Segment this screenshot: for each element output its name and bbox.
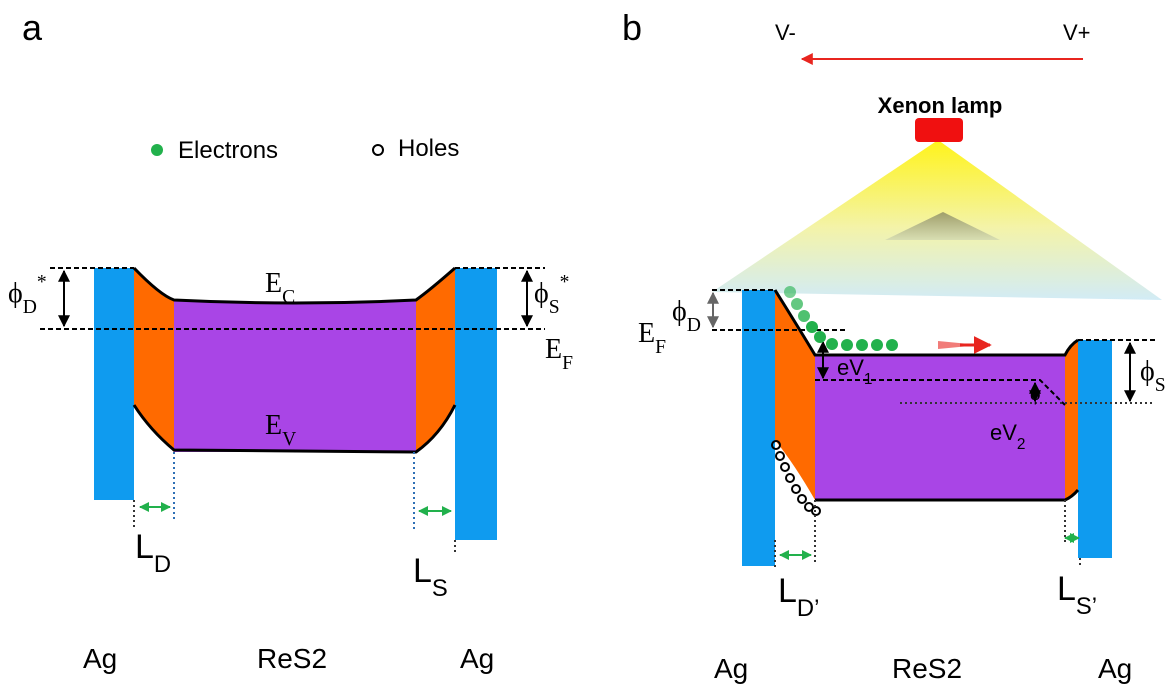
text-part: V xyxy=(282,429,296,450)
text-part: D xyxy=(154,551,171,578)
width-label: LD’ xyxy=(778,572,819,622)
text-part: L xyxy=(1057,570,1076,608)
material-label: Ag xyxy=(1098,653,1132,684)
text-part: E xyxy=(265,268,282,299)
depletion xyxy=(1065,340,1078,500)
text-part: L xyxy=(413,552,432,590)
text-part: * xyxy=(37,272,47,293)
lamp-label: Xenon lamp xyxy=(878,93,1003,118)
text-part: ReS xyxy=(257,643,311,674)
width-label: LS’ xyxy=(1057,570,1097,620)
panel-label: b xyxy=(622,7,642,48)
figure: a Electrons Holes EC EF EV ϕD* ϕS* LD LS… xyxy=(0,0,1174,690)
ag-contact xyxy=(455,268,497,540)
material-label: Ag xyxy=(83,643,117,674)
width-label: LS xyxy=(413,552,448,602)
text-part: ϕ xyxy=(672,296,687,327)
text-part: ϕ xyxy=(534,278,549,309)
text-part: Ag xyxy=(83,643,117,674)
legend-label: Holes xyxy=(398,135,459,162)
text-part: ϕ xyxy=(8,278,23,309)
band-label: EF xyxy=(638,318,666,358)
ag-contact xyxy=(94,268,134,500)
text-part: ϕ xyxy=(1140,356,1155,387)
text-part: F xyxy=(655,337,666,358)
text-part: Ag xyxy=(714,653,748,684)
text-part: C xyxy=(282,287,295,308)
text-part: eV xyxy=(990,420,1017,445)
text-part: 2 xyxy=(311,643,327,674)
text-part: S xyxy=(1155,375,1166,396)
text-part: F xyxy=(562,353,573,374)
text-part: E xyxy=(265,410,282,441)
material-label: ReS2 xyxy=(892,653,962,684)
band-label: EF xyxy=(545,334,573,374)
text-part: * xyxy=(560,272,570,293)
width-label: LD xyxy=(135,528,171,578)
text-part: S xyxy=(432,575,448,602)
material-label: Ag xyxy=(460,643,494,674)
legend-label: Electrons xyxy=(178,137,278,164)
text-part: S’ xyxy=(1076,593,1097,620)
text-part: E xyxy=(638,318,655,349)
text-part: Ag xyxy=(460,643,494,674)
electron-icon xyxy=(151,144,163,156)
panel-b: b V- V+ Xenon lamp ϕD EF eV1 ϕ eV2 ϕS LD… xyxy=(622,7,1166,684)
text-part: 1 xyxy=(864,371,873,388)
panel-a: a Electrons Holes EC EF EV ϕD* ϕS* LD LS… xyxy=(8,7,573,674)
ag-contact xyxy=(1078,340,1112,558)
barrier-label: ϕD xyxy=(672,296,701,336)
text-part: L xyxy=(778,572,797,610)
lamp xyxy=(915,118,963,142)
barrier-label: ϕS xyxy=(1140,356,1166,396)
ag-contact xyxy=(742,290,775,566)
barrier-label: ϕD* xyxy=(8,272,47,318)
bias-label: V- xyxy=(775,20,796,45)
text-part: D’ xyxy=(797,595,819,622)
text-part: Ag xyxy=(1098,653,1132,684)
text-part: 2 xyxy=(946,653,962,684)
text-part: eV xyxy=(837,355,864,380)
material-label: ReS2 xyxy=(257,643,327,674)
text-part: 2 xyxy=(1017,436,1026,453)
text-part: ReS xyxy=(892,653,946,684)
barrier-label: ϕS* xyxy=(534,272,569,318)
conduction-edge xyxy=(775,290,1078,355)
text-part: L xyxy=(135,528,154,566)
text-part: D xyxy=(687,315,701,336)
text-part: E xyxy=(545,334,562,365)
text-part: S xyxy=(549,297,560,318)
text-part: D xyxy=(23,297,37,318)
material-label: Ag xyxy=(714,653,748,684)
barrier-label: ϕ xyxy=(1030,383,1041,405)
bias-label: V+ xyxy=(1063,20,1091,45)
panel-label: a xyxy=(22,7,43,48)
hole-icon xyxy=(373,145,383,155)
